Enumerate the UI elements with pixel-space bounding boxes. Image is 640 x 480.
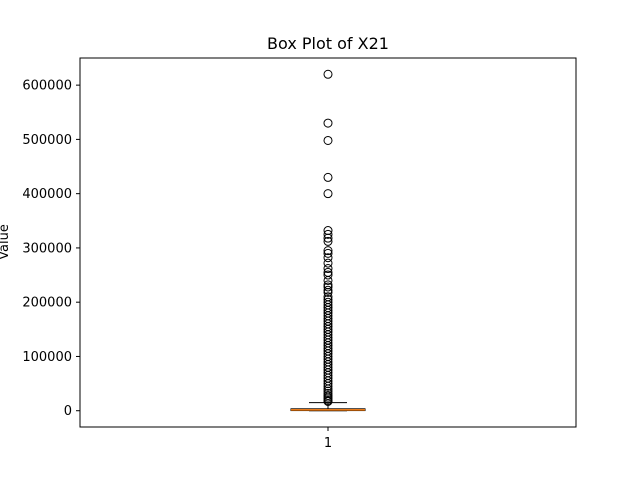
chart-title: Box Plot of X21 [267, 34, 389, 53]
y-tick-label: 400000 [22, 187, 72, 202]
y-tick-label: 100000 [22, 350, 72, 365]
y-tick-label: 500000 [22, 133, 72, 148]
outlier-point [323, 172, 333, 182]
box-element [290, 402, 366, 412]
outlier-point [323, 236, 333, 246]
outlier-point [323, 287, 333, 297]
outlier-points [323, 69, 333, 406]
outlier-point [323, 264, 333, 274]
outlier-point [323, 275, 333, 285]
outlier-point [323, 229, 333, 239]
outlier-point [323, 69, 333, 79]
outlier-point [323, 381, 333, 391]
x-tick-label: 1 [324, 436, 332, 451]
y-tick-label: 0 [64, 404, 72, 419]
x-axis-ticks: 1 [324, 427, 332, 451]
y-axis-label: Value [0, 224, 12, 260]
y-tick-label: 600000 [22, 79, 72, 94]
outlier-point [323, 118, 333, 128]
outlier-point [323, 285, 333, 295]
y-axis-ticks: 0 100000 200000 300000 400000 500000 600000 [22, 79, 80, 419]
outlier-point [323, 282, 333, 292]
outlier-point [323, 258, 333, 268]
outlier-point [323, 189, 333, 199]
y-tick-label: 300000 [22, 241, 72, 256]
outlier-point [323, 233, 333, 243]
outlier-point [323, 248, 333, 258]
y-tick-label: 200000 [22, 296, 72, 311]
outlier-point [323, 246, 333, 256]
outlier-point [323, 135, 333, 145]
outlier-point [323, 253, 333, 263]
outlier-point [323, 270, 333, 280]
